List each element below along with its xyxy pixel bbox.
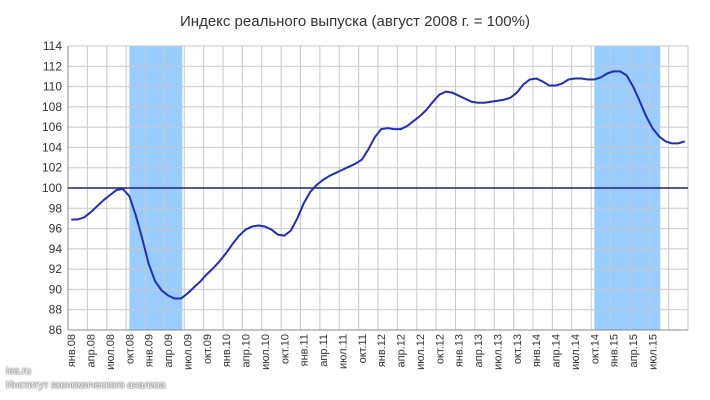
x-tick-label: окт.08 (124, 334, 136, 364)
x-tick-labels: янв.08 апр.08 июл.08 окт.08 янв.09 апр.09 июл.… (66, 334, 659, 370)
y-tick-label: 108 (42, 100, 62, 114)
x-tick-label: апр.10 (241, 334, 253, 367)
y-tick-label: 100 (42, 181, 62, 195)
x-tick-label: окт.14 (589, 334, 601, 364)
x-tick-label: июл.10 (260, 334, 272, 370)
x-tick-label: янв.08 (66, 334, 78, 367)
x-tick-label: янв.13 (454, 334, 466, 367)
x-tick-label: янв.11 (299, 334, 311, 366)
x-tick-label: апр.13 (473, 334, 485, 367)
y-tick-label: 90 (49, 282, 63, 296)
x-tick-label: апр.12 (396, 334, 408, 367)
x-tick-label: апр.11 (318, 334, 330, 367)
y-tick-label: 102 (42, 161, 62, 175)
y-tick-label: 110 (43, 80, 62, 94)
x-tick-label: янв.09 (144, 334, 156, 367)
x-tick-label: янв.14 (531, 334, 543, 367)
x-tick-label: окт.11 (357, 334, 369, 363)
x-tick-label: июл.12 (415, 334, 427, 370)
x-tick-label: июл.08 (105, 334, 117, 370)
watermark-site: iea.ru (6, 366, 32, 377)
x-tick-label: июл.11 (337, 334, 349, 369)
x-tick-label: янв.15 (609, 334, 621, 367)
x-tick-label: окт.12 (434, 334, 446, 364)
x-tick-label: июл.09 (182, 334, 194, 370)
watermark-institute: Институт экономического анализа (6, 380, 166, 391)
x-tick-label: июл.15 (647, 334, 659, 370)
y-tick-label: 112 (43, 59, 62, 73)
x-tick-label: янв.12 (376, 334, 388, 367)
y-tick-label: 88 (49, 303, 63, 317)
y-tick-label: 104 (42, 140, 62, 154)
y-tick-label: 114 (43, 39, 62, 53)
x-tick-label: окт.13 (512, 334, 524, 364)
y-tick-labels: 86 88 90 92 94 96 98 100 102 104 106 108 110 112 114 (42, 39, 62, 337)
chart-title: Индекс реального выпуска (август 2008 г.… (180, 13, 530, 30)
y-tick-label: 98 (49, 201, 63, 215)
x-tick-label: апр.08 (86, 334, 98, 367)
x-tick-label: июл.14 (570, 334, 582, 370)
x-tick-label: апр.15 (628, 334, 640, 367)
x-tick-label: июл.13 (492, 334, 504, 370)
series-group (71, 70, 686, 300)
x-tick-label: апр.14 (551, 334, 563, 367)
y-tick-label: 94 (49, 242, 63, 256)
x-tick-label: окт.09 (202, 334, 214, 364)
x-tick-label: окт.10 (279, 334, 291, 364)
y-tick-label: 106 (42, 120, 62, 134)
y-tick-label: 92 (49, 262, 63, 276)
series-line (71, 70, 686, 300)
x-tick-label: апр.09 (163, 334, 175, 367)
y-tick-label: 86 (49, 323, 63, 337)
y-tick-label: 96 (49, 222, 63, 236)
x-tick-label: янв.10 (221, 334, 233, 367)
